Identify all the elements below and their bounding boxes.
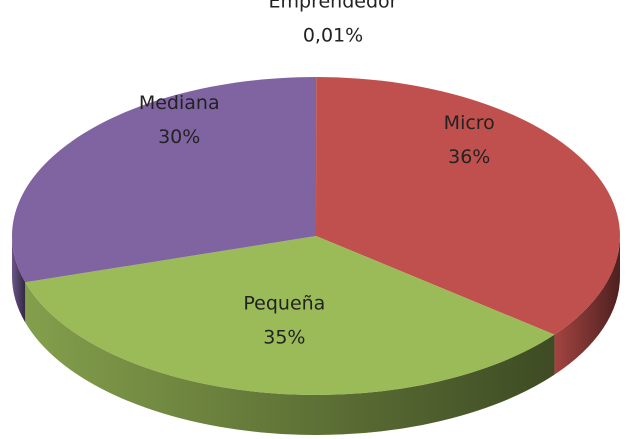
category-label: Pequeña bbox=[243, 292, 325, 314]
value-label: 36% bbox=[448, 146, 490, 168]
category-label: Mediana bbox=[139, 92, 220, 114]
slice-side-shade bbox=[25, 282, 555, 435]
pie-tops bbox=[12, 76, 620, 395]
slice bbox=[12, 77, 316, 283]
slice bbox=[25, 236, 555, 395]
pie-sides bbox=[12, 236, 620, 435]
slice-side-shade bbox=[554, 236, 620, 375]
category-label: Micro bbox=[444, 112, 495, 134]
value-label: 30% bbox=[158, 126, 200, 148]
value-label: 0,01% bbox=[303, 25, 363, 47]
category-label: Emprendedor bbox=[269, 0, 398, 13]
slice bbox=[316, 77, 620, 335]
value-label: 35% bbox=[263, 326, 305, 348]
pie-labels: Emprendedor 0,01% Micro 36% Pequeña 35% Median… bbox=[139, 0, 495, 348]
slice-side-shade bbox=[12, 236, 26, 323]
